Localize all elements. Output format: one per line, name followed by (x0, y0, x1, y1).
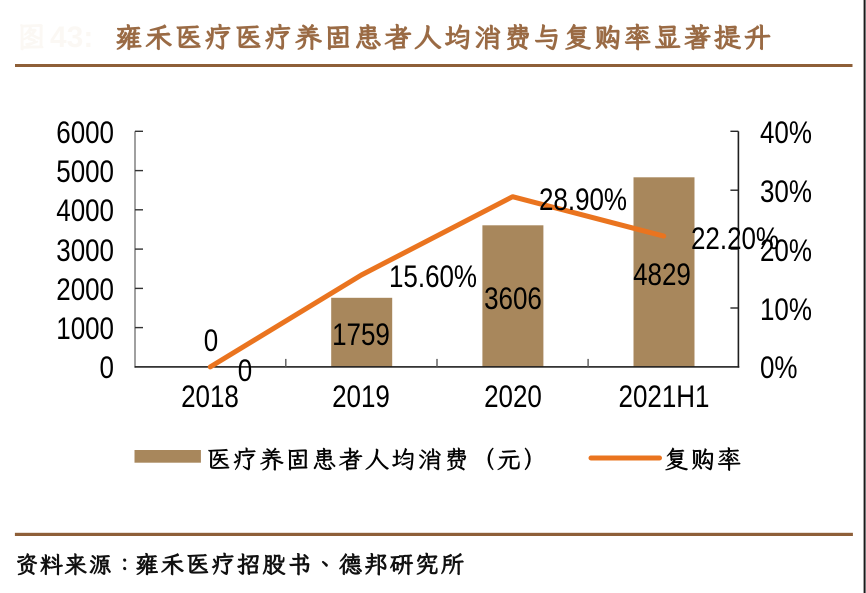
svg-text:43:: 43: (50, 21, 93, 54)
